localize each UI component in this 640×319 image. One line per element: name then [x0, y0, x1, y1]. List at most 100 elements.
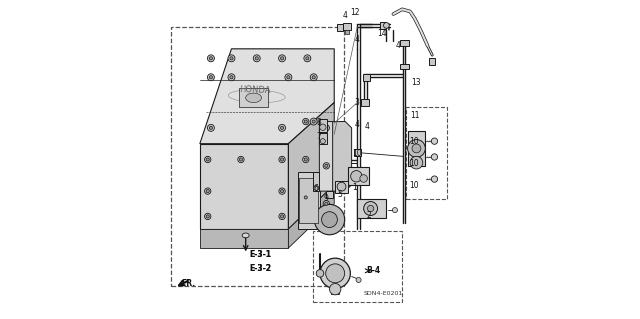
Circle shape: [303, 156, 309, 163]
Circle shape: [383, 23, 389, 28]
Circle shape: [320, 258, 350, 288]
Bar: [298, 172, 320, 229]
Polygon shape: [200, 229, 289, 248]
Circle shape: [280, 158, 284, 161]
Text: 3: 3: [355, 98, 360, 107]
Text: E-3-2: E-3-2: [249, 264, 271, 273]
Bar: [348, 167, 369, 185]
Text: 4: 4: [355, 35, 360, 44]
Bar: [363, 74, 370, 81]
Text: E-3-1: E-3-1: [249, 250, 271, 259]
Bar: [326, 191, 333, 198]
Circle shape: [410, 156, 423, 169]
Circle shape: [205, 188, 211, 194]
Bar: [319, 133, 326, 144]
Circle shape: [239, 158, 243, 161]
Circle shape: [205, 213, 211, 219]
Polygon shape: [289, 185, 334, 248]
Text: 1: 1: [353, 183, 357, 192]
Circle shape: [207, 74, 214, 81]
Circle shape: [323, 163, 330, 169]
Circle shape: [207, 124, 214, 131]
Text: 9: 9: [324, 194, 329, 203]
Circle shape: [205, 156, 211, 163]
Bar: [319, 119, 326, 132]
Text: 2: 2: [367, 211, 371, 220]
Circle shape: [312, 76, 316, 79]
Bar: [361, 100, 369, 106]
Bar: [335, 181, 348, 193]
Circle shape: [304, 196, 307, 199]
Bar: [313, 231, 401, 302]
Text: 10: 10: [409, 181, 419, 190]
Circle shape: [279, 213, 285, 219]
Circle shape: [367, 205, 374, 212]
Text: 12: 12: [350, 8, 360, 17]
Text: 10: 10: [409, 159, 419, 168]
Circle shape: [323, 201, 330, 207]
Text: HONDA: HONDA: [239, 85, 271, 95]
Circle shape: [392, 208, 397, 213]
Circle shape: [287, 76, 290, 79]
Circle shape: [324, 202, 328, 205]
Text: 4: 4: [343, 11, 348, 20]
Text: E-3-2: E-3-2: [249, 264, 271, 273]
Circle shape: [228, 74, 235, 81]
Bar: [337, 24, 343, 31]
Text: 10: 10: [353, 149, 362, 158]
Circle shape: [280, 189, 284, 193]
Circle shape: [206, 189, 209, 193]
Circle shape: [408, 140, 426, 157]
Bar: [345, 31, 349, 34]
Bar: [400, 64, 408, 69]
Circle shape: [306, 57, 309, 60]
Circle shape: [230, 76, 233, 79]
Circle shape: [206, 215, 209, 218]
Text: 10: 10: [409, 137, 419, 146]
Circle shape: [324, 126, 328, 130]
Text: 14: 14: [377, 28, 387, 38]
Circle shape: [255, 57, 259, 60]
Text: 13: 13: [412, 78, 421, 86]
Circle shape: [279, 188, 285, 194]
Circle shape: [285, 74, 292, 81]
Bar: [313, 172, 319, 191]
Bar: [331, 287, 339, 294]
Polygon shape: [289, 103, 334, 229]
Text: SDN4-E0201: SDN4-E0201: [364, 291, 403, 296]
Circle shape: [280, 215, 284, 218]
Circle shape: [431, 176, 438, 182]
Circle shape: [431, 154, 438, 160]
Circle shape: [324, 164, 328, 167]
Circle shape: [228, 55, 235, 62]
Text: E-3-1: E-3-1: [249, 250, 271, 259]
Bar: [343, 23, 351, 31]
Circle shape: [207, 55, 214, 62]
Circle shape: [278, 124, 285, 131]
Text: 4: 4: [364, 122, 369, 131]
Circle shape: [314, 185, 319, 190]
Circle shape: [230, 57, 233, 60]
Text: 4: 4: [355, 120, 360, 129]
Circle shape: [337, 182, 346, 191]
Circle shape: [316, 270, 324, 277]
Text: 8: 8: [316, 118, 321, 127]
Circle shape: [351, 171, 362, 182]
Circle shape: [323, 125, 330, 131]
Circle shape: [304, 55, 311, 62]
Text: 6: 6: [314, 184, 318, 193]
Circle shape: [310, 74, 317, 81]
Text: 4: 4: [396, 41, 401, 50]
Polygon shape: [200, 49, 334, 144]
Circle shape: [280, 126, 284, 130]
Bar: [408, 131, 426, 166]
Polygon shape: [319, 122, 339, 191]
Text: B-4: B-4: [367, 266, 381, 275]
Circle shape: [320, 139, 325, 144]
Bar: [406, 107, 447, 199]
Text: FR.: FR.: [182, 279, 196, 288]
Bar: [400, 40, 408, 46]
Circle shape: [304, 158, 307, 161]
Circle shape: [280, 57, 284, 60]
Polygon shape: [200, 144, 289, 229]
